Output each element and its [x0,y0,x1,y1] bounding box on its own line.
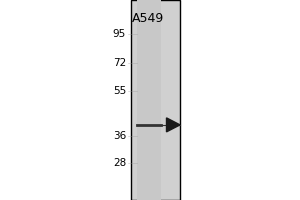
Text: 36: 36 [113,131,126,141]
Polygon shape [167,118,180,132]
Text: 55: 55 [113,86,126,96]
FancyBboxPatch shape [136,0,160,200]
FancyBboxPatch shape [130,0,180,200]
Text: 95: 95 [113,29,126,39]
Text: 72: 72 [113,58,126,68]
Text: 28: 28 [113,158,126,168]
Text: A549: A549 [132,12,165,25]
